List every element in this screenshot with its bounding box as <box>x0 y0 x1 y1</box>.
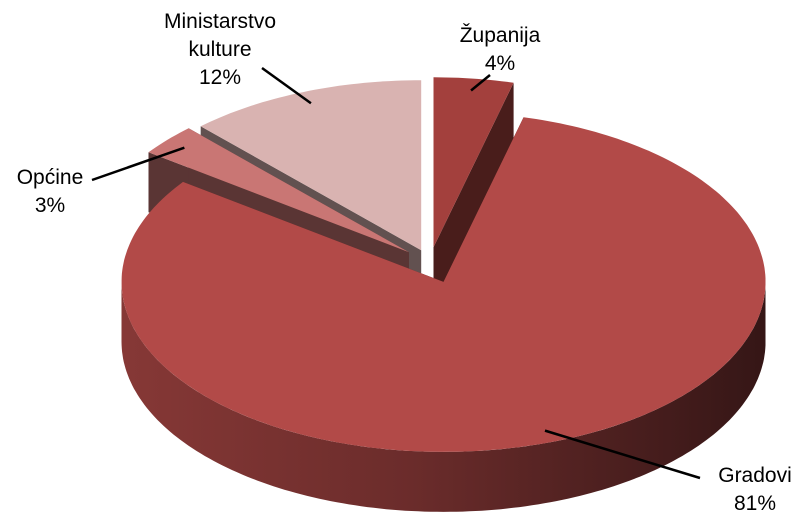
slice-top <box>433 77 514 248</box>
leader-line <box>470 74 491 92</box>
slice-side <box>121 281 766 512</box>
data-label: Ministarstvo kulture 12% <box>145 8 295 92</box>
label-name: Županija <box>459 24 541 47</box>
slice <box>121 117 766 512</box>
slice-top <box>148 128 409 253</box>
leader-line <box>261 66 312 105</box>
label-value: 4% <box>484 52 516 75</box>
data-label: Gradovi 81% <box>700 462 808 518</box>
data-label: Županija 4% <box>445 22 555 78</box>
slice <box>433 77 514 308</box>
slice-top <box>121 117 766 452</box>
leader-line <box>544 429 701 480</box>
label-value: 3% <box>34 194 66 217</box>
slice-top <box>200 80 422 251</box>
label-value: 81% <box>733 492 777 515</box>
slice-radial-wall <box>433 82 514 308</box>
leader-line <box>91 146 185 182</box>
label-name: Ministarstvo kulture <box>163 10 277 61</box>
label-value: 12% <box>198 66 242 89</box>
data-label: Općine 3% <box>0 164 105 220</box>
label-name: Gradovi <box>718 464 792 487</box>
label-name: Općine <box>16 166 84 189</box>
